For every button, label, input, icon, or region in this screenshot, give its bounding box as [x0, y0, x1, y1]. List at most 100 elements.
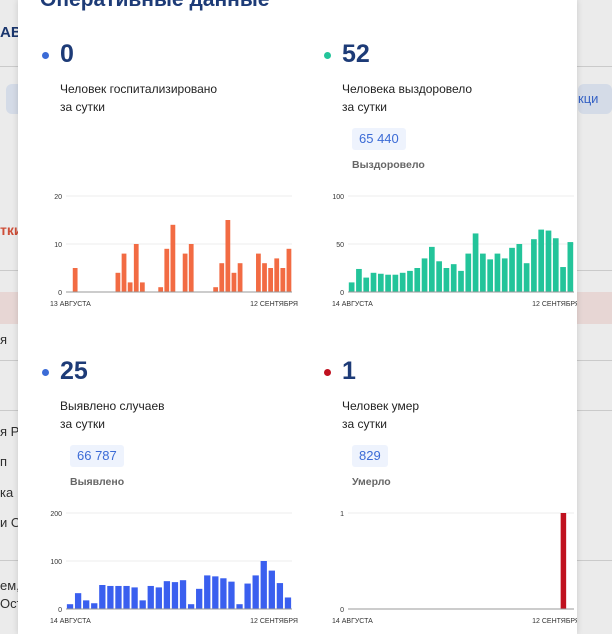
description-line: Человека выздоровело: [342, 82, 473, 96]
recovered-total-label: Выздоровело: [352, 159, 425, 171]
bar: [147, 585, 154, 609]
bar: [276, 583, 284, 609]
bar: [179, 580, 187, 609]
hospitalized-bar-chart: 20 10 0 13 АВГУСТА 12 СЕНТЯБРЯ: [50, 194, 298, 308]
description-line: Выявлено случаев: [60, 399, 165, 413]
x-start-label: 14 АВГУСТА: [332, 618, 373, 625]
bar: [107, 585, 114, 609]
bar: [91, 603, 98, 609]
bar: [115, 272, 121, 292]
bar: [450, 264, 457, 292]
bar: [458, 270, 464, 292]
table-row: я: [0, 332, 8, 347]
bar: [480, 253, 486, 292]
background-right-button[interactable]: кци: [578, 84, 612, 114]
bar: [123, 585, 130, 609]
bar: [231, 272, 237, 292]
detected-total-label: Выявлено: [70, 476, 125, 488]
bar: [228, 581, 235, 609]
footer-text: ем,: [0, 578, 20, 593]
bar: [121, 253, 127, 292]
bar: [237, 263, 243, 292]
bar: [139, 600, 146, 609]
bar: [516, 244, 523, 292]
x-end-label: 12 СЕНТЯБРЯ: [250, 301, 298, 308]
bar: [523, 263, 530, 292]
bar: [225, 220, 231, 292]
bar: [268, 570, 275, 609]
footer-text: Ост: [0, 596, 23, 611]
detected-description: Выявлено случаев за сутки: [60, 397, 260, 433]
bar: [428, 246, 435, 292]
status-dot: [324, 369, 331, 376]
x-end-label: 12 СЕНТЯБРЯ: [250, 618, 298, 625]
status-dot: [324, 52, 331, 59]
description-line: Человек умер: [342, 399, 420, 413]
bar: [385, 274, 391, 292]
bar: [158, 287, 164, 292]
bar: [370, 272, 377, 292]
recovered-value: 52: [342, 40, 370, 68]
bar: [204, 575, 211, 609]
y-tick-label: 10: [54, 242, 62, 249]
card-recovered: 52 Человека выздоровело за сутки 65 440 …: [318, 38, 577, 328]
bar: [262, 263, 267, 292]
bar: [182, 253, 188, 292]
x-start-label: 14 АВГУСТА: [332, 301, 373, 308]
x-end-label: 12 СЕНТЯБРЯ: [532, 618, 577, 625]
y-tick-label: 0: [58, 607, 62, 614]
bar: [392, 274, 399, 292]
description-line: Человек госпитализировано: [60, 82, 218, 96]
bar: [414, 268, 421, 292]
bar: [567, 242, 574, 292]
y-tick-label: 0: [340, 290, 344, 297]
bar: [531, 239, 537, 292]
bar: [213, 287, 219, 292]
x-start-label: 13 АВГУСТА: [50, 301, 91, 308]
bar: [280, 268, 286, 292]
bar: [72, 268, 78, 292]
bar: [164, 248, 170, 292]
status-dot: [42, 369, 49, 376]
bar: [487, 259, 494, 292]
bar: [170, 224, 176, 292]
bar: [155, 587, 162, 609]
bar: [133, 244, 139, 292]
bar: [188, 244, 194, 292]
bar: [256, 253, 261, 292]
card-hospitalized: 0 Человек госпитализировано за сутки 20 1…: [36, 38, 306, 328]
bar: [472, 233, 479, 292]
detected-bar-chart: 200 100 0 14 АВГУСТА 12 СЕНТЯБРЯ: [50, 511, 298, 625]
deaths-value: 1: [342, 357, 356, 385]
modal-title: Оперативные данные: [40, 0, 269, 12]
description-line: за сутки: [60, 417, 105, 431]
bar: [171, 582, 179, 609]
bar: [399, 272, 406, 292]
bar: [560, 513, 567, 609]
description-line: за сутки: [342, 100, 387, 114]
y-tick-label: 200: [50, 511, 62, 518]
bar: [252, 575, 259, 609]
bar: [356, 268, 362, 292]
bar: [436, 261, 442, 292]
deaths-total-label: Умерло: [352, 476, 391, 488]
bar: [407, 270, 413, 292]
bar: [284, 597, 292, 609]
section-label: тки: [0, 222, 23, 238]
y-tick-label: 100: [50, 559, 62, 566]
card-deaths: 1 Человек умер за сутки 829 Умерло 1 0 14 …: [318, 355, 577, 634]
bar: [139, 282, 145, 292]
recovered-total-badge: 65 440: [352, 128, 406, 150]
bar: [268, 268, 274, 292]
bar: [286, 248, 292, 292]
bar: [377, 273, 384, 292]
bar: [187, 604, 195, 609]
bar: [545, 230, 552, 292]
bar: [99, 585, 106, 609]
bar: [83, 600, 90, 609]
y-tick-label: 100: [332, 194, 344, 201]
bar: [509, 247, 515, 292]
bar: [465, 253, 472, 292]
bar: [363, 277, 370, 292]
bar: [274, 258, 280, 292]
